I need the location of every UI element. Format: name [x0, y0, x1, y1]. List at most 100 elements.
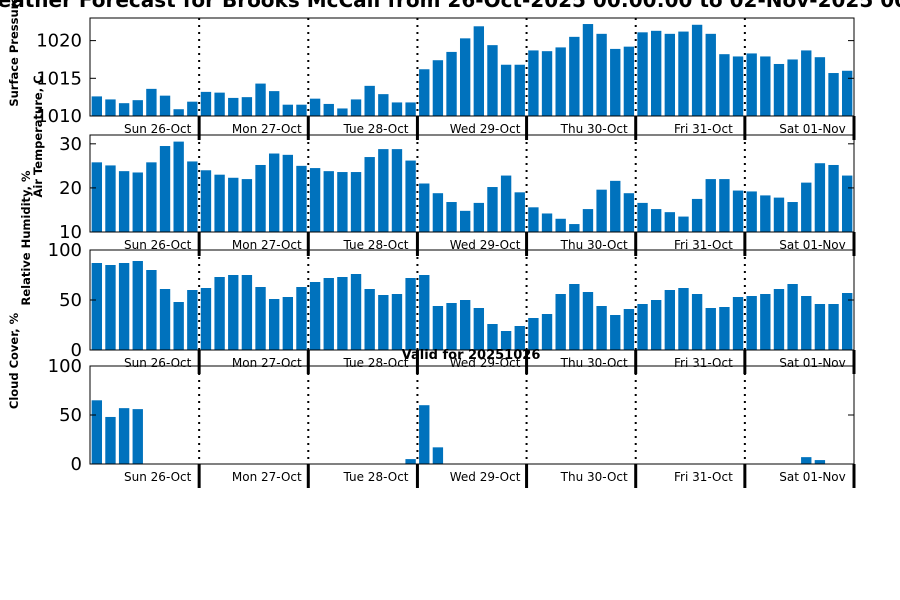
surface-pressure-bar	[582, 24, 594, 117]
cloud-cover-axis-label: Cloud Cover, %	[7, 312, 21, 409]
air-temperature-bar	[337, 172, 348, 232]
surface-pressure-bar	[405, 102, 416, 116]
relative-humidity-bar	[378, 295, 389, 350]
relative-humidity-bar	[787, 284, 798, 350]
surface-pressure-bar	[814, 57, 826, 116]
air-temperature-bar	[105, 165, 116, 232]
day-label: Thu 30-Oct	[560, 470, 628, 484]
surface-pressure-bar	[760, 56, 771, 116]
air-temperature-bar	[323, 171, 334, 232]
air-temperature-bar	[146, 162, 157, 232]
relative-humidity-bar	[678, 288, 689, 350]
surface-pressure-bar	[118, 103, 130, 116]
relative-humidity-bar	[132, 261, 143, 350]
day-label: Thu 30-Oct	[560, 122, 628, 136]
relative-humidity-bar	[214, 277, 225, 350]
air-temperature-bar	[391, 149, 403, 232]
relative-humidity-bar	[296, 287, 307, 350]
air-temperature-panel: 10 20 30 Sun 26-Oct Mon 27-Oct Tue 28-Oct Wed …	[31, 75, 856, 256]
surface-pressure-bar	[596, 33, 607, 116]
relative-humidity-bar	[596, 306, 607, 350]
relative-humidity-bar	[732, 297, 744, 350]
day-label: Mon 27-Oct	[232, 356, 302, 370]
day-label: Tue 28-Oct	[343, 470, 409, 484]
air-temperature-bar	[555, 218, 566, 232]
air-temperature-bar	[473, 202, 485, 232]
relative-humidity-bar	[637, 304, 648, 350]
y-tick-label: 0	[71, 340, 82, 361]
surface-pressure-bar	[282, 104, 294, 116]
day-label: Wed 29-Oct	[450, 238, 521, 252]
surface-pressure-bar	[637, 32, 648, 116]
air-temperature-bar	[596, 189, 607, 232]
cloud-cover-bar	[132, 409, 143, 464]
y-tick-label: 10	[59, 222, 82, 243]
y-tick-label: 30	[59, 134, 82, 155]
relative-humidity-bar	[828, 304, 839, 350]
relative-humidity-bar	[487, 324, 498, 350]
surface-pressure-bar	[350, 99, 362, 116]
air-temperature-bar	[405, 160, 416, 232]
relative-humidity-bar	[582, 292, 594, 350]
surface-pressure-bar	[296, 104, 307, 116]
relative-humidity-bar	[473, 308, 485, 350]
figure-title: Weather Forecast for Brooks McCall from …	[0, 0, 900, 12]
air-temperature-bar	[432, 193, 444, 232]
relative-humidity-bar	[364, 289, 375, 350]
air-temperature-bar	[773, 197, 785, 232]
surface-pressure-bar	[623, 46, 635, 116]
surface-pressure-bar	[228, 97, 239, 116]
air-temperature-bar	[801, 182, 812, 232]
day-label: Tue 28-Oct	[343, 356, 409, 370]
air-temperature-bar	[214, 174, 225, 232]
day-label: Sun 26-Oct	[124, 238, 192, 252]
surface-pressure-bar	[610, 48, 621, 116]
surface-pressure-bar	[746, 53, 757, 116]
y-tick-label: 100	[48, 356, 82, 377]
surface-pressure-bar	[173, 109, 184, 116]
surface-pressure-bar	[187, 101, 198, 116]
relative-humidity-bar	[528, 318, 539, 350]
relative-humidity-bar	[650, 300, 662, 350]
air-temperature-bar	[187, 161, 198, 232]
surface-pressure-bar	[419, 69, 430, 116]
surface-pressure-bar	[459, 38, 471, 116]
relative-humidity-bar	[405, 278, 416, 350]
day-label: Sun 26-Oct	[124, 356, 192, 370]
surface-pressure-bar	[664, 33, 676, 116]
day-label: Fri 31-Oct	[674, 470, 733, 484]
relative-humidity-bar	[91, 263, 103, 350]
day-label: Wed 29-Oct	[450, 122, 521, 136]
relative-humidity-bar	[610, 315, 621, 350]
surface-pressure-bar	[500, 64, 512, 116]
air-temperature-bar	[637, 202, 648, 232]
relative-humidity-bar	[773, 289, 785, 350]
surface-pressure-bar	[514, 64, 525, 116]
surface-pressure-bar	[487, 45, 498, 116]
relative-humidity-bar	[187, 290, 198, 350]
relative-humidity-bar	[268, 299, 280, 350]
y-tick-label: 50	[59, 405, 82, 426]
air-temperature-bar	[378, 149, 389, 232]
cloud-cover-panel: 0 50 100 Sun 26-Oct Mon 27-Oct Tue 28-Oct Wed …	[7, 312, 856, 488]
relative-humidity-bar	[432, 306, 444, 350]
surface-pressure-bar	[719, 54, 730, 116]
surface-pressure-bar	[323, 103, 334, 116]
surface-pressure-bar	[705, 33, 716, 116]
y-tick-label: 1020	[36, 31, 82, 52]
relative-humidity-axis-label: Relative Humidity, %	[19, 170, 33, 305]
day-label: Sun 26-Oct	[124, 470, 192, 484]
y-tick-label: 0	[71, 454, 82, 475]
surface-pressure-bar	[268, 91, 280, 116]
y-tick-label: 20	[59, 178, 82, 199]
surface-pressure-bar	[391, 102, 403, 116]
y-tick-label: 50	[59, 290, 82, 311]
relative-humidity-bar	[350, 274, 362, 350]
relative-humidity-bar	[841, 293, 853, 350]
y-tick-label: 100	[48, 240, 82, 261]
surface-pressure-bar	[378, 94, 389, 116]
air-temperature-bar	[814, 163, 826, 232]
cloud-cover-bar	[432, 447, 444, 464]
air-temperature-bar	[487, 187, 498, 232]
relative-humidity-bar	[514, 326, 525, 350]
